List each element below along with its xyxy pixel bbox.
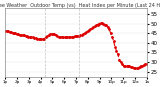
Title: Milwaukee Weather  Outdoor Temp (vs)  Heat Index per Minute (Last 24 Hours): Milwaukee Weather Outdoor Temp (vs) Heat… [0, 3, 160, 8]
